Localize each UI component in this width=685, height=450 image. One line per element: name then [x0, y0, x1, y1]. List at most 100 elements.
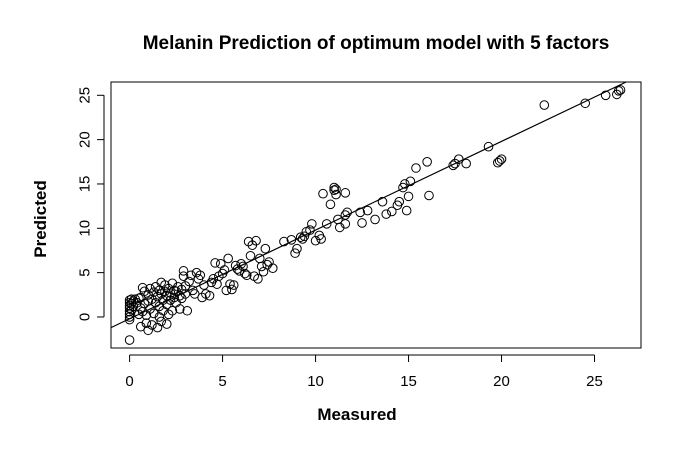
data-point — [145, 283, 155, 294]
data-point — [422, 157, 432, 167]
data-point — [400, 179, 410, 189]
data-point — [267, 263, 278, 274]
data-point — [128, 301, 139, 312]
data-point — [448, 160, 458, 171]
data-point — [225, 279, 235, 289]
data-point — [403, 191, 414, 202]
data-point — [143, 325, 153, 336]
data-point — [496, 154, 507, 164]
y-tick-label: 10 — [77, 220, 94, 237]
y-tick-label: 5 — [77, 268, 94, 276]
data-point — [124, 335, 135, 345]
data-point — [240, 268, 250, 279]
x-tick-label: 10 — [307, 373, 324, 390]
data-point — [310, 235, 321, 246]
data-point — [362, 205, 373, 216]
data-point — [134, 293, 144, 304]
data-point — [613, 86, 624, 96]
data-point — [150, 282, 161, 292]
data-point — [292, 243, 302, 254]
data-point — [340, 219, 351, 229]
x-tick-label: 25 — [586, 373, 603, 390]
data-point — [355, 207, 365, 218]
data-point — [139, 286, 150, 297]
data-point — [316, 234, 326, 244]
data-point — [461, 158, 471, 169]
data-point — [197, 292, 207, 303]
data-point — [241, 270, 252, 281]
data-point — [160, 280, 170, 290]
data-point — [141, 318, 152, 328]
x-axis: 0 5 10 15 20 25 — [125, 354, 603, 390]
data-point — [394, 196, 405, 207]
y-tick-label: 15 — [77, 176, 94, 193]
data-point — [126, 294, 137, 305]
data-point — [483, 141, 494, 152]
data-point — [329, 185, 339, 195]
data-point — [279, 236, 289, 247]
data-point — [223, 253, 233, 264]
data-point — [262, 259, 273, 270]
data-point — [169, 285, 180, 296]
data-point — [163, 309, 174, 320]
plot-frame — [110, 81, 642, 349]
data-point — [227, 284, 237, 295]
data-point — [184, 276, 194, 287]
data-point — [424, 190, 434, 201]
data-point — [251, 235, 261, 246]
data-point — [175, 290, 185, 301]
data-point — [245, 250, 256, 261]
data-point — [318, 188, 328, 199]
data-point — [175, 304, 185, 314]
data-point — [329, 182, 339, 193]
data-point — [493, 157, 503, 168]
data-point — [615, 85, 626, 95]
data-point — [331, 184, 341, 195]
data-points — [124, 85, 626, 345]
data-point — [340, 188, 351, 198]
data-point — [321, 219, 332, 229]
data-point — [167, 305, 178, 316]
data-point — [401, 205, 412, 216]
x-tick-label: 5 — [218, 373, 226, 390]
data-point — [148, 308, 159, 319]
data-point — [204, 290, 215, 301]
chart-title: Melanin Prediction of optimum model with… — [143, 33, 610, 54]
data-point — [299, 231, 310, 242]
data-point — [178, 271, 189, 281]
data-point — [405, 176, 416, 187]
data-point — [147, 320, 157, 330]
data-point — [124, 314, 135, 325]
data-point — [182, 305, 193, 316]
data-point — [147, 294, 157, 305]
x-tick-label: 15 — [400, 373, 417, 390]
data-point — [195, 270, 206, 281]
x-tick-label: 0 — [125, 373, 133, 390]
data-point — [325, 199, 336, 210]
data-point — [377, 196, 388, 207]
data-point — [411, 163, 421, 173]
data-point — [210, 258, 220, 268]
data-point — [295, 232, 306, 242]
data-point — [290, 248, 300, 258]
data-point — [215, 258, 226, 269]
data-point — [243, 236, 254, 247]
data-point — [208, 274, 219, 284]
data-point — [132, 297, 142, 308]
x-axis-title: Measured — [317, 405, 396, 424]
data-point — [152, 322, 163, 333]
data-point — [600, 90, 611, 101]
data-point — [253, 274, 263, 284]
fit-line — [110, 81, 627, 329]
data-point — [357, 218, 367, 228]
data-point — [256, 261, 267, 272]
x-tick-label: 20 — [493, 373, 510, 390]
y-tick-label: 20 — [77, 131, 94, 148]
data-point — [334, 222, 345, 233]
data-point — [178, 266, 189, 276]
y-axis-title: Predicted — [31, 180, 50, 257]
y-tick-label: 0 — [77, 313, 94, 321]
data-point — [264, 257, 274, 267]
data-point — [260, 243, 271, 254]
